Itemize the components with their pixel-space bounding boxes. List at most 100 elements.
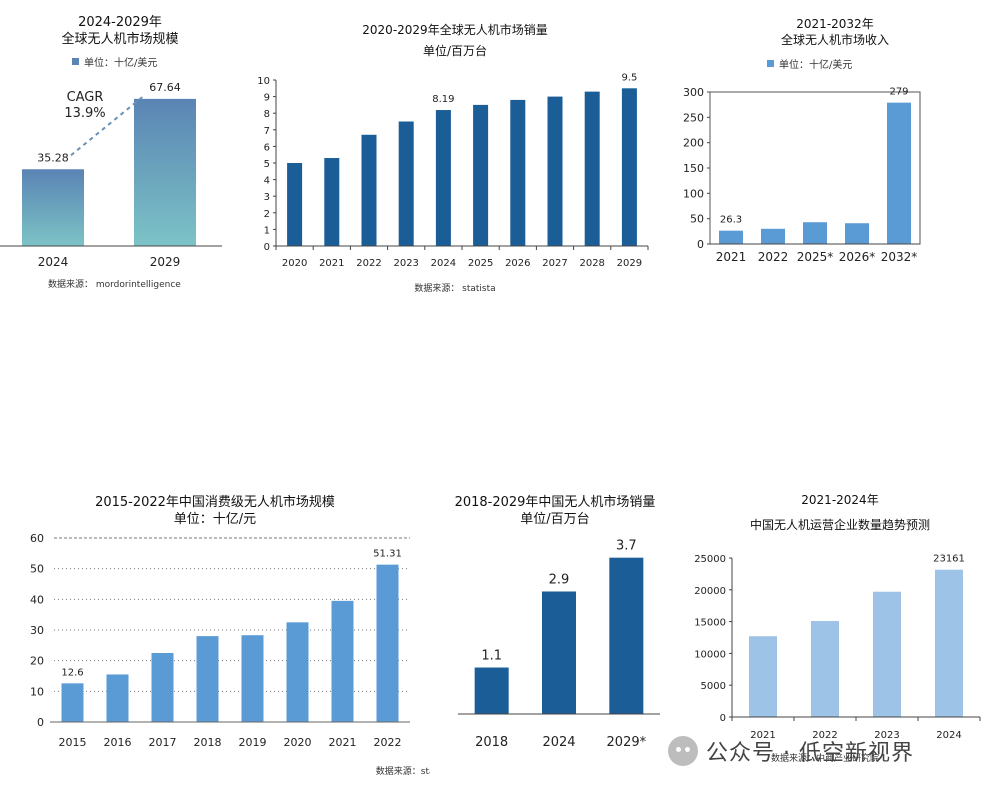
- source-note: 数据来源： statista: [414, 282, 495, 294]
- y-tick-label: 2: [264, 209, 270, 220]
- y-tick-label: 6: [264, 142, 270, 153]
- y-tick-label: 0: [697, 238, 704, 251]
- chart-title: 2021-2032年: [796, 17, 873, 31]
- legend-swatch: [72, 58, 79, 65]
- x-tick-label: 2028: [579, 258, 604, 269]
- bar-2022: [761, 228, 785, 244]
- bar-2020: [287, 163, 303, 246]
- x-tick-label: 2022: [374, 736, 402, 749]
- bar-2018: [196, 636, 219, 722]
- y-tick-label: 200: [683, 137, 704, 150]
- y-tick-label: 10: [30, 685, 44, 698]
- x-tick-label: 2026: [505, 258, 530, 269]
- y-tick-label: 0: [264, 242, 270, 253]
- chart-title: 全球无人机市场收入: [781, 32, 889, 47]
- y-tick-label: 8: [264, 109, 270, 120]
- bar-2019: [241, 635, 264, 722]
- x-tick-label: 2022: [812, 730, 837, 741]
- source-note: 数据来源： mordorintelligence: [48, 278, 181, 290]
- bar-2018: [474, 667, 509, 714]
- bar-2032*: [887, 102, 911, 244]
- x-tick-label: 2024: [431, 258, 456, 269]
- x-tick-label: 2022: [758, 250, 789, 264]
- y-tick-label: 4: [264, 176, 270, 187]
- y-tick-label: 30: [30, 624, 44, 637]
- bar-2029: [134, 98, 196, 247]
- chart-subtitle: 单位：十亿/元: [174, 512, 256, 527]
- y-tick-label: 20000: [694, 586, 726, 597]
- bar-2023: [398, 121, 414, 246]
- x-tick-label: 2020: [284, 736, 312, 749]
- y-tick-label: 50: [30, 563, 44, 576]
- value-label: 26.3: [720, 215, 742, 226]
- x-tick-label: 2021: [329, 736, 357, 749]
- value-label: 23161: [933, 554, 965, 565]
- x-tick-label: 2018: [475, 735, 508, 750]
- x-tick-label: 2021: [750, 730, 775, 741]
- y-tick-label: 60: [30, 532, 44, 545]
- value-label: 2.9: [549, 572, 570, 587]
- bar-2021: [719, 230, 743, 244]
- y-tick-label: 9: [264, 93, 270, 104]
- bar-2024: [935, 569, 963, 717]
- y-tick-label: 20: [30, 655, 44, 668]
- value-label: 3.7: [616, 539, 637, 554]
- x-tick-label: 2024: [38, 255, 69, 269]
- x-tick-label: 2021: [319, 258, 344, 269]
- chart-title: 2024-2029年: [78, 15, 162, 30]
- value-label: 51.31: [373, 549, 402, 560]
- value-label: 12.6: [61, 667, 83, 678]
- x-tick-label: 2029: [150, 255, 181, 269]
- x-tick-label: 2016: [104, 736, 132, 749]
- x-tick-label: 2024: [542, 735, 575, 750]
- bar-2020: [286, 622, 309, 722]
- bar-2017: [151, 653, 174, 722]
- chart-title: 2018-2029年中国无人机市场销量: [455, 494, 656, 510]
- bar-2021: [749, 636, 777, 717]
- x-tick-label: 2025*: [797, 250, 834, 264]
- bar-2022: [811, 620, 839, 717]
- bar-2021: [324, 158, 340, 246]
- value-label: 279: [889, 87, 908, 98]
- y-tick-label: 250: [683, 111, 704, 124]
- x-tick-label: 2029*: [607, 735, 647, 750]
- chart-title: 中国无人机运营企业数量趋势预测: [750, 517, 930, 532]
- value-label: 67.64: [149, 81, 181, 94]
- x-tick-label: 2023: [874, 730, 899, 741]
- chart-title: 2015-2022年中国消费级无人机市场规模: [95, 494, 335, 510]
- x-tick-label: 2021: [716, 250, 747, 264]
- chart-subtitle: 单位/百万台: [520, 512, 589, 527]
- y-tick-label: 0: [37, 716, 44, 729]
- y-tick-label: 10: [257, 76, 270, 87]
- x-tick-label: 2027: [542, 258, 567, 269]
- y-tick-label: 150: [683, 162, 704, 175]
- source-note: 数据来源：中商产业研究院: [771, 752, 879, 764]
- bar-2025*: [803, 222, 827, 244]
- x-tick-label: 2029: [617, 258, 642, 269]
- x-tick-label: 2017: [149, 736, 177, 749]
- y-tick-label: 40: [30, 593, 44, 606]
- wechat-icon: [668, 736, 698, 766]
- cagr-annotation: 13.9%: [64, 106, 105, 121]
- bar-2025: [473, 104, 489, 247]
- x-tick-label: 2018: [194, 736, 222, 749]
- cagr-annotation: CAGR: [67, 90, 104, 105]
- y-tick-label: 100: [683, 187, 704, 200]
- x-tick-label: 2032*: [881, 250, 918, 264]
- bar-2029*: [609, 557, 644, 714]
- chart-title: 2020-2029年全球无人机市场销量: [362, 22, 547, 37]
- x-tick-label: 2026*: [839, 250, 876, 264]
- bar-2015: [61, 683, 84, 722]
- value-label: 9.5: [621, 72, 637, 83]
- chart-title: 2021-2024年: [801, 493, 878, 507]
- legend-label: 单位：十亿/美元: [779, 58, 852, 71]
- y-tick-label: 10000: [694, 649, 726, 660]
- y-tick-label: 3: [264, 192, 270, 203]
- legend-swatch: [767, 60, 774, 67]
- chart-title: 全球无人机市场规模: [61, 31, 178, 47]
- watermark-text: 公众号 · 低空新视界: [706, 741, 914, 766]
